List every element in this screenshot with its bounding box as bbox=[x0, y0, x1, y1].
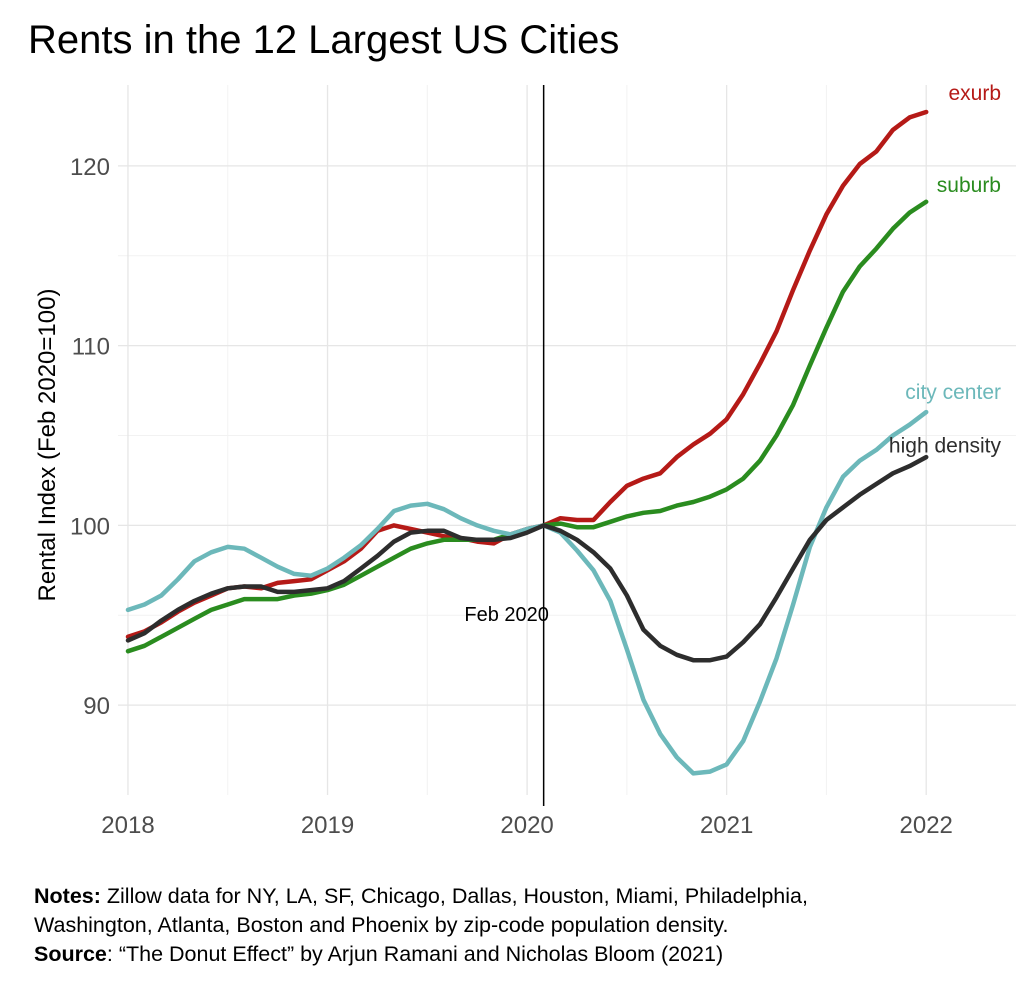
source-label: Source bbox=[34, 942, 107, 966]
series-label-exurb: exurb bbox=[948, 82, 1001, 105]
source-line: Source: “The Donut Effect” by Arjun Rama… bbox=[34, 940, 1014, 969]
y-tick-labels: 90 100 110 120 bbox=[70, 154, 110, 720]
y-tick-label: 90 bbox=[83, 693, 110, 720]
series-label-high-density: high density bbox=[889, 434, 1002, 457]
series-line-city-center bbox=[125, 409, 929, 776]
notes-line-1: Notes: Zillow data for NY, LA, SF, Chica… bbox=[34, 882, 1014, 911]
x-tick-label: 2020 bbox=[500, 812, 553, 839]
notes-label: Notes: bbox=[34, 884, 101, 908]
line-chart: Feb 2020 exurb suburb city center high dens… bbox=[34, 82, 1016, 839]
y-axis-label: Rental Index (Feb 2020=100) bbox=[34, 289, 61, 602]
grid bbox=[118, 85, 1016, 795]
x-tick-labels: 2018 2019 2020 2021 2022 bbox=[101, 812, 953, 839]
series-labels: exurb suburb city center high density bbox=[889, 82, 1002, 458]
notes-block: Notes: Zillow data for NY, LA, SF, Chica… bbox=[34, 882, 1014, 969]
series-label-suburb: suburb bbox=[937, 174, 1001, 197]
source-text: : “The Donut Effect” by Arjun Ramani and… bbox=[106, 942, 724, 966]
feb-2020-label: Feb 2020 bbox=[464, 604, 549, 626]
annotation-group: Feb 2020 bbox=[464, 85, 549, 806]
y-tick-label: 100 bbox=[70, 513, 110, 540]
notes-text-1: Zillow data for NY, LA, SF, Chicago, Dal… bbox=[100, 884, 808, 908]
chart-title: Rents in the 12 Largest US Cities bbox=[28, 18, 620, 62]
x-tick-label: 2018 bbox=[101, 812, 154, 839]
series-group bbox=[125, 109, 929, 776]
x-tick-label: 2021 bbox=[700, 812, 753, 839]
y-tick-label: 110 bbox=[72, 334, 110, 361]
x-tick-label: 2022 bbox=[900, 812, 953, 839]
series-label-city-center: city center bbox=[905, 381, 1001, 404]
notes-line-2: Washington, Atlanta, Boston and Phoenix … bbox=[34, 913, 729, 937]
series-line-high-density bbox=[125, 454, 929, 663]
y-tick-label: 120 bbox=[70, 154, 110, 181]
x-tick-label: 2019 bbox=[301, 812, 354, 839]
